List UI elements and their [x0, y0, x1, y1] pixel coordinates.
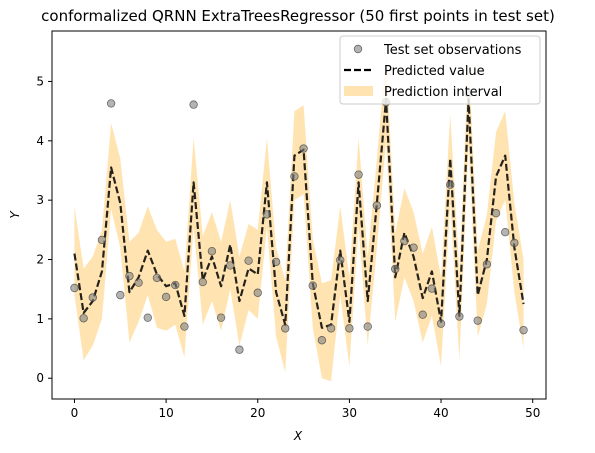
observation-point — [400, 236, 409, 246]
y-tick-label: 1 — [36, 312, 44, 326]
observation-point — [372, 201, 382, 210]
legend-observation-label: Test set observations — [383, 43, 522, 58]
observation-point — [143, 313, 152, 322]
observation-point — [317, 336, 327, 345]
x-tick-label: 40 — [433, 406, 448, 420]
observation-point — [519, 325, 528, 335]
observation-point — [345, 324, 354, 333]
observation-point — [308, 281, 317, 290]
legend-prediction-label: Predicted value — [384, 64, 485, 79]
observation-point — [391, 264, 400, 274]
observation-point — [473, 316, 482, 325]
x-axis-label: X — [293, 429, 303, 443]
observation-point — [198, 277, 207, 287]
observation-point — [116, 290, 125, 300]
observation-point — [290, 172, 299, 181]
plot-area — [51, 30, 547, 400]
observation-point — [79, 314, 88, 323]
observation-point — [262, 210, 272, 219]
observation-point — [446, 180, 455, 189]
observation-point — [106, 99, 116, 108]
observation-point — [235, 345, 244, 354]
observation-point — [491, 209, 501, 218]
y-tick-label: 5 — [36, 74, 44, 88]
y-axis-ticks: 0 1 2 3 4 5 — [36, 74, 52, 385]
observation-point — [501, 228, 510, 237]
observation-point — [418, 310, 427, 319]
y-axis-label: Y — [8, 210, 22, 219]
observation-point — [180, 322, 189, 331]
observation-point — [253, 288, 262, 297]
observation-points-layer — [70, 89, 528, 354]
observation-point — [216, 313, 226, 322]
observation-point — [70, 283, 79, 293]
x-tick-label: 20 — [250, 406, 265, 420]
observation-point — [134, 278, 143, 287]
y-tick-label: 3 — [36, 193, 44, 207]
prediction-interval-band — [74, 54, 524, 382]
observation-point — [455, 312, 464, 321]
plot-frame — [51, 30, 547, 400]
legend-observation-marker — [353, 44, 363, 54]
observation-point — [152, 273, 162, 283]
observation-point — [363, 322, 372, 331]
observation-point — [97, 235, 107, 245]
y-tick-label: 4 — [36, 134, 44, 148]
observation-point — [207, 247, 217, 256]
observation-point — [88, 293, 97, 302]
legend-frame — [339, 35, 541, 105]
legend-interval-marker — [344, 86, 373, 96]
observation-point — [161, 292, 171, 302]
legend-interval-label: Prediction interval — [384, 85, 502, 100]
observation-point — [436, 319, 446, 328]
observation-point — [336, 255, 345, 265]
legend: Test set observations Predicted value Pr… — [339, 35, 541, 105]
observation-point — [226, 261, 235, 270]
y-tick-label: 0 — [36, 371, 44, 385]
observation-point — [281, 324, 290, 333]
observation-point — [409, 243, 418, 252]
observation-point — [125, 271, 134, 281]
prediction-interval-layer — [74, 54, 524, 382]
x-tick-label: 0 — [71, 406, 79, 420]
y-tick-label: 2 — [36, 253, 44, 267]
observation-point — [427, 284, 437, 293]
observation-point — [354, 170, 363, 179]
observation-point — [482, 260, 492, 269]
observation-point — [326, 324, 336, 333]
x-tick-label: 10 — [158, 406, 173, 420]
observation-point — [510, 238, 519, 248]
chart-title: conformalized QRNN ExtraTreesRegressor (… — [41, 7, 555, 25]
observation-point — [299, 144, 308, 153]
observation-point — [189, 100, 198, 109]
observation-point — [171, 280, 180, 290]
x-axis-ticks: 0 10 20 30 40 50 — [71, 399, 540, 420]
observation-point — [244, 256, 253, 265]
x-tick-label: 50 — [525, 406, 540, 420]
x-tick-label: 30 — [342, 406, 357, 420]
observation-point — [271, 257, 281, 267]
